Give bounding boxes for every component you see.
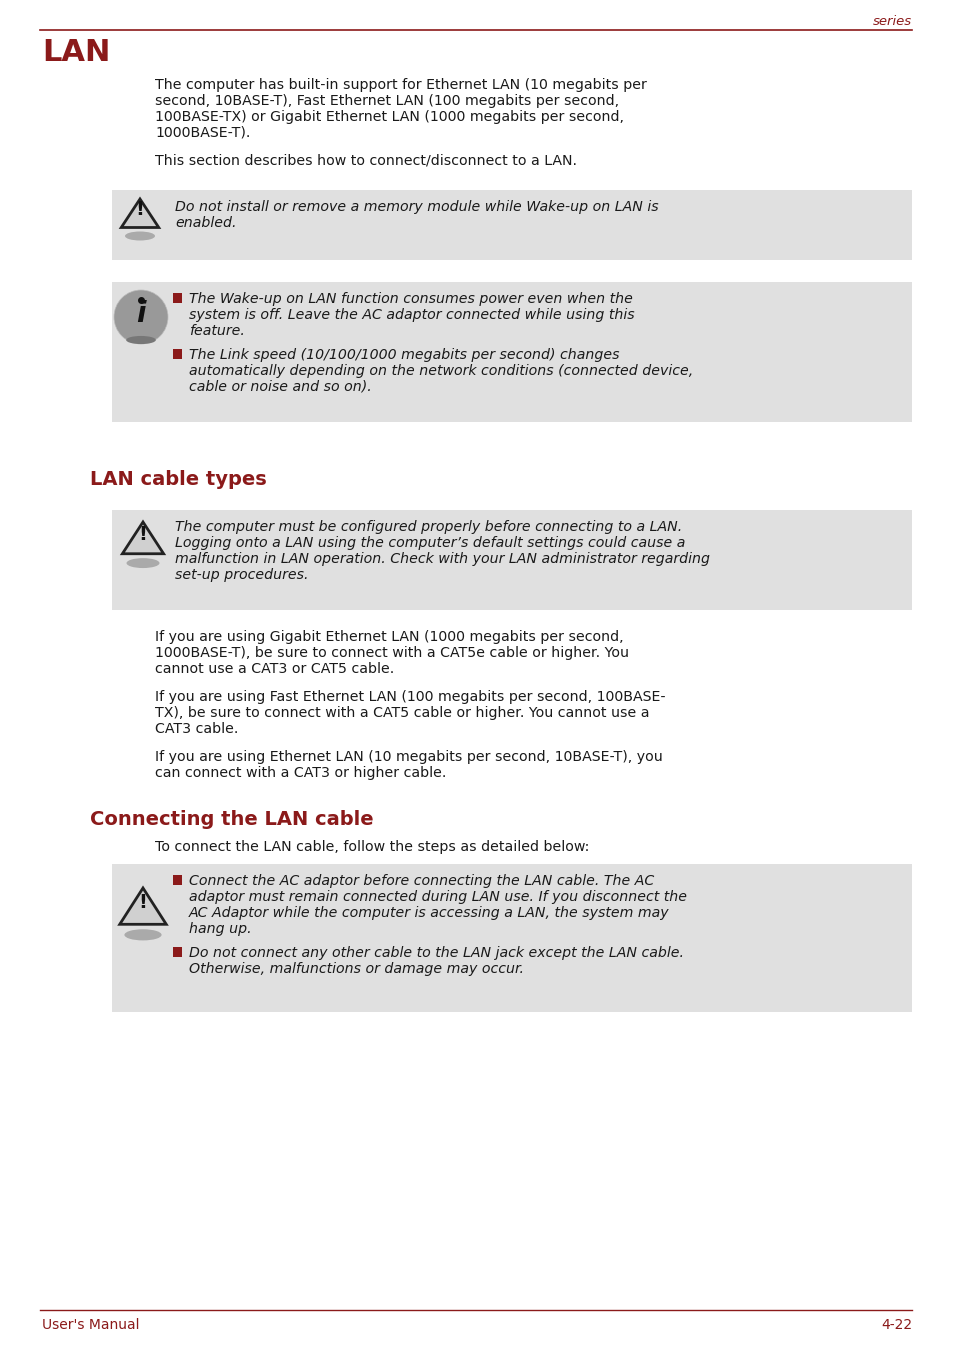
- Text: If you are using Fast Ethernet LAN (100 megabits per second, 100BASE-: If you are using Fast Ethernet LAN (100 …: [154, 690, 665, 703]
- Text: AC Adaptor while the computer is accessing a LAN, the system may: AC Adaptor while the computer is accessi…: [189, 907, 669, 920]
- Text: set-up procedures.: set-up procedures.: [174, 568, 308, 582]
- Text: This section describes how to connect/disconnect to a LAN.: This section describes how to connect/di…: [154, 153, 577, 168]
- Text: i: i: [136, 300, 146, 328]
- Text: Do not install or remove a memory module while Wake-up on LAN is: Do not install or remove a memory module…: [174, 200, 658, 214]
- Text: 1000BASE-T).: 1000BASE-T).: [154, 126, 250, 140]
- Text: 1000BASE-T), be sure to connect with a CAT5e cable or higher. You: 1000BASE-T), be sure to connect with a C…: [154, 646, 628, 660]
- Text: !: !: [138, 893, 148, 912]
- Text: LAN: LAN: [42, 38, 111, 67]
- Text: !: !: [135, 200, 144, 219]
- Text: Connecting the LAN cable: Connecting the LAN cable: [90, 810, 374, 829]
- Text: Logging onto a LAN using the computer’s default settings could cause a: Logging onto a LAN using the computer’s …: [174, 537, 684, 550]
- Text: malfunction in LAN operation. Check with your LAN administrator regarding: malfunction in LAN operation. Check with…: [174, 551, 709, 566]
- Text: 4-22: 4-22: [880, 1318, 911, 1332]
- Circle shape: [113, 291, 168, 344]
- Text: adaptor must remain connected during LAN use. If you disconnect the: adaptor must remain connected during LAN…: [189, 890, 686, 904]
- Polygon shape: [122, 522, 164, 554]
- Text: automatically depending on the network conditions (connected device,: automatically depending on the network c…: [189, 364, 693, 378]
- FancyBboxPatch shape: [112, 190, 911, 260]
- Text: If you are using Gigabit Ethernet LAN (1000 megabits per second,: If you are using Gigabit Ethernet LAN (1…: [154, 629, 623, 644]
- Text: Do not connect any other cable to the LAN jack except the LAN cable.: Do not connect any other cable to the LA…: [189, 946, 683, 960]
- Text: system is off. Leave the AC adaptor connected while using this: system is off. Leave the AC adaptor conn…: [189, 308, 634, 321]
- Ellipse shape: [124, 929, 161, 940]
- Ellipse shape: [126, 336, 155, 344]
- Text: CAT3 cable.: CAT3 cable.: [154, 722, 238, 736]
- FancyBboxPatch shape: [112, 510, 911, 611]
- Text: User's Manual: User's Manual: [42, 1318, 139, 1332]
- Text: series: series: [872, 15, 911, 28]
- FancyBboxPatch shape: [112, 863, 911, 1011]
- Text: 100BASE-TX) or Gigabit Ethernet LAN (1000 megabits per second,: 100BASE-TX) or Gigabit Ethernet LAN (100…: [154, 110, 623, 124]
- Text: The computer must be configured properly before connecting to a LAN.: The computer must be configured properly…: [174, 521, 681, 534]
- Text: can connect with a CAT3 or higher cable.: can connect with a CAT3 or higher cable.: [154, 767, 446, 780]
- Text: TX), be sure to connect with a CAT5 cable or higher. You cannot use a: TX), be sure to connect with a CAT5 cabl…: [154, 706, 649, 720]
- Bar: [172, 348, 182, 359]
- Bar: [172, 876, 182, 885]
- Text: To connect the LAN cable, follow the steps as detailed below:: To connect the LAN cable, follow the ste…: [154, 841, 589, 854]
- Text: LAN cable types: LAN cable types: [90, 469, 267, 490]
- Bar: [172, 947, 182, 958]
- Text: The computer has built-in support for Ethernet LAN (10 megabits per: The computer has built-in support for Et…: [154, 78, 646, 91]
- FancyBboxPatch shape: [112, 282, 911, 422]
- Text: If you are using Ethernet LAN (10 megabits per second, 10BASE-T), you: If you are using Ethernet LAN (10 megabi…: [154, 751, 662, 764]
- Text: !: !: [138, 525, 148, 543]
- Polygon shape: [121, 199, 158, 227]
- Text: enabled.: enabled.: [174, 217, 236, 230]
- Ellipse shape: [127, 558, 159, 568]
- Bar: [172, 293, 182, 303]
- Text: Connect the AC adaptor before connecting the LAN cable. The AC: Connect the AC adaptor before connecting…: [189, 874, 654, 888]
- Ellipse shape: [125, 231, 154, 241]
- Text: cannot use a CAT3 or CAT5 cable.: cannot use a CAT3 or CAT5 cable.: [154, 662, 394, 677]
- Text: feature.: feature.: [189, 324, 245, 338]
- Text: hang up.: hang up.: [189, 923, 252, 936]
- Text: Otherwise, malfunctions or damage may occur.: Otherwise, malfunctions or damage may oc…: [189, 962, 523, 976]
- Polygon shape: [120, 888, 166, 924]
- Text: The Link speed (10/100/1000 megabits per second) changes: The Link speed (10/100/1000 megabits per…: [189, 348, 618, 362]
- Text: The Wake-up on LAN function consumes power even when the: The Wake-up on LAN function consumes pow…: [189, 292, 632, 307]
- Text: cable or noise and so on).: cable or noise and so on).: [189, 381, 372, 394]
- Text: second, 10BASE-T), Fast Ethernet LAN (100 megabits per second,: second, 10BASE-T), Fast Ethernet LAN (10…: [154, 94, 618, 108]
